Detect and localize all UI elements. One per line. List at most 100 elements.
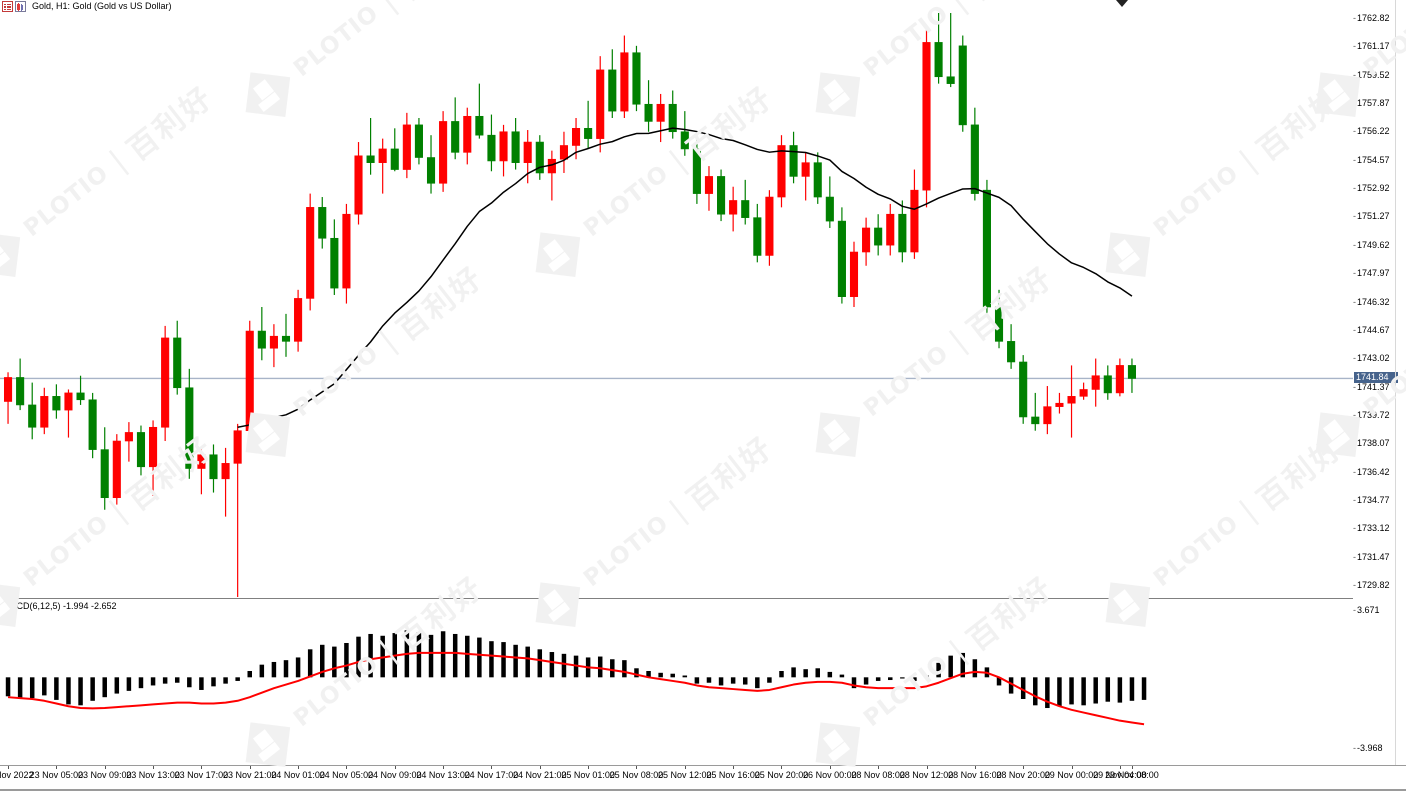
candle: [886, 203, 895, 256]
time-tick-label: 25 Nov 20:00: [754, 770, 809, 780]
price-tick: -1761.17: [1353, 41, 1390, 52]
candlestick-plot: [0, 13, 1353, 597]
macd-indicator-pane[interactable]: MACD(6,12,5) -1.994 -2.652: [0, 598, 1354, 766]
candle: [813, 152, 822, 204]
time-tick-label: 24 Nov 17:00: [464, 770, 519, 780]
price-tick: -1759.52: [1353, 69, 1390, 80]
time-tick-label: 29 Nov 08:00: [1105, 770, 1159, 780]
price-tick: -1729.82: [1353, 580, 1390, 590]
macd-plot: [5, 630, 1147, 726]
price-chart-pane[interactable]: [0, 13, 1354, 597]
candle: [946, 13, 955, 88]
candle: [378, 138, 387, 194]
time-tick-label: 28 Nov 16:00: [948, 770, 1002, 780]
time-tick-label: 28 Nov 12:00: [899, 770, 954, 780]
candle: [439, 111, 448, 192]
candle: [777, 135, 786, 208]
candle: [825, 176, 834, 228]
candle: [1103, 365, 1112, 400]
time-tick-label: 24 Nov 05:00: [319, 770, 374, 780]
time-tick-mark: [829, 766, 831, 769]
price-tick: -1756.22: [1353, 126, 1390, 137]
candle: [862, 217, 871, 266]
candle: [559, 131, 569, 173]
price-tick: -1736.42: [1353, 466, 1390, 477]
candle: [402, 112, 411, 179]
candle: [765, 190, 774, 266]
time-tick-label: 28 Nov 20:00: [996, 770, 1050, 780]
candle: [426, 135, 436, 194]
price-tick: -1733.12: [1353, 523, 1390, 534]
time-tick-mark: [56, 766, 58, 769]
candle: [149, 420, 158, 496]
candle: [753, 203, 762, 263]
candle: [511, 117, 520, 170]
candle: [1043, 386, 1052, 435]
axis-separator: [1395, 0, 1396, 765]
time-tick-mark: [1023, 766, 1025, 769]
candle: [584, 100, 593, 149]
candle: [475, 83, 484, 139]
time-tick-label: 25 Nov 01:00: [561, 770, 615, 780]
candle: [1019, 355, 1028, 424]
candle: [680, 111, 689, 156]
candle: [535, 135, 544, 180]
candle: [1091, 358, 1100, 407]
candlestick-chart-icon[interactable]: [15, 1, 26, 12]
candle: [451, 97, 460, 160]
candle: [257, 306, 266, 361]
candle: [16, 358, 25, 411]
caret-down-icon[interactable]: [1116, 0, 1128, 7]
data-window-icon[interactable]: [2, 1, 13, 12]
time-tick-mark: [539, 766, 541, 769]
time-tick-label: 24 Nov 21:00: [513, 770, 567, 780]
candle: [898, 200, 907, 263]
candle: [40, 387, 49, 435]
price-axis[interactable]: -1762.82 -1761.17 -1759.52 -1757.87 -1756.22…: [1353, 0, 1406, 765]
time-tick-label: 23 Nov 13:00: [126, 770, 180, 780]
candle: [221, 447, 230, 517]
candle: [1055, 392, 1064, 414]
price-tick: -1744.67: [1353, 324, 1390, 335]
candle: [28, 382, 37, 440]
candle: [934, 13, 943, 84]
time-tick-label: 23 Nov 21:00: [222, 770, 277, 780]
candle: [717, 169, 726, 222]
candle: [1007, 324, 1016, 369]
candle: [112, 434, 121, 505]
time-tick-mark: [684, 766, 686, 769]
candle: [837, 207, 846, 304]
candle: [414, 117, 423, 165]
candle: [874, 214, 883, 256]
candle: [294, 289, 303, 352]
candle: [64, 389, 73, 438]
price-tick: -1747.97: [1353, 268, 1390, 279]
candle: [922, 25, 931, 208]
candle: [366, 117, 375, 175]
candle: [342, 203, 351, 304]
candle: [789, 131, 798, 184]
candle: [668, 90, 677, 139]
time-tick-mark: [1071, 766, 1073, 769]
candle: [982, 179, 991, 314]
macd-tick: -3.671: [1353, 605, 1380, 615]
price-tick: -1738.07: [1353, 438, 1390, 449]
price-tick: -1741.37: [1353, 381, 1390, 392]
price-tick: -1743.02: [1353, 353, 1390, 364]
candle: [124, 422, 133, 462]
price-tick: -1746.32: [1353, 296, 1390, 307]
price-tick: -1731.47: [1353, 551, 1390, 562]
time-tick-label: 23 Nov 2022: [0, 770, 34, 780]
candle: [1067, 365, 1076, 438]
candle: [547, 150, 556, 201]
time-tick-mark: [298, 766, 300, 769]
candle: [741, 179, 750, 225]
candle: [958, 35, 967, 132]
candle: [1079, 382, 1088, 400]
candle: [269, 324, 278, 368]
candle: [354, 142, 363, 225]
price-tick: -1734.77: [1353, 494, 1390, 505]
time-tick-mark: [733, 766, 735, 769]
time-tick-mark: [201, 766, 203, 769]
